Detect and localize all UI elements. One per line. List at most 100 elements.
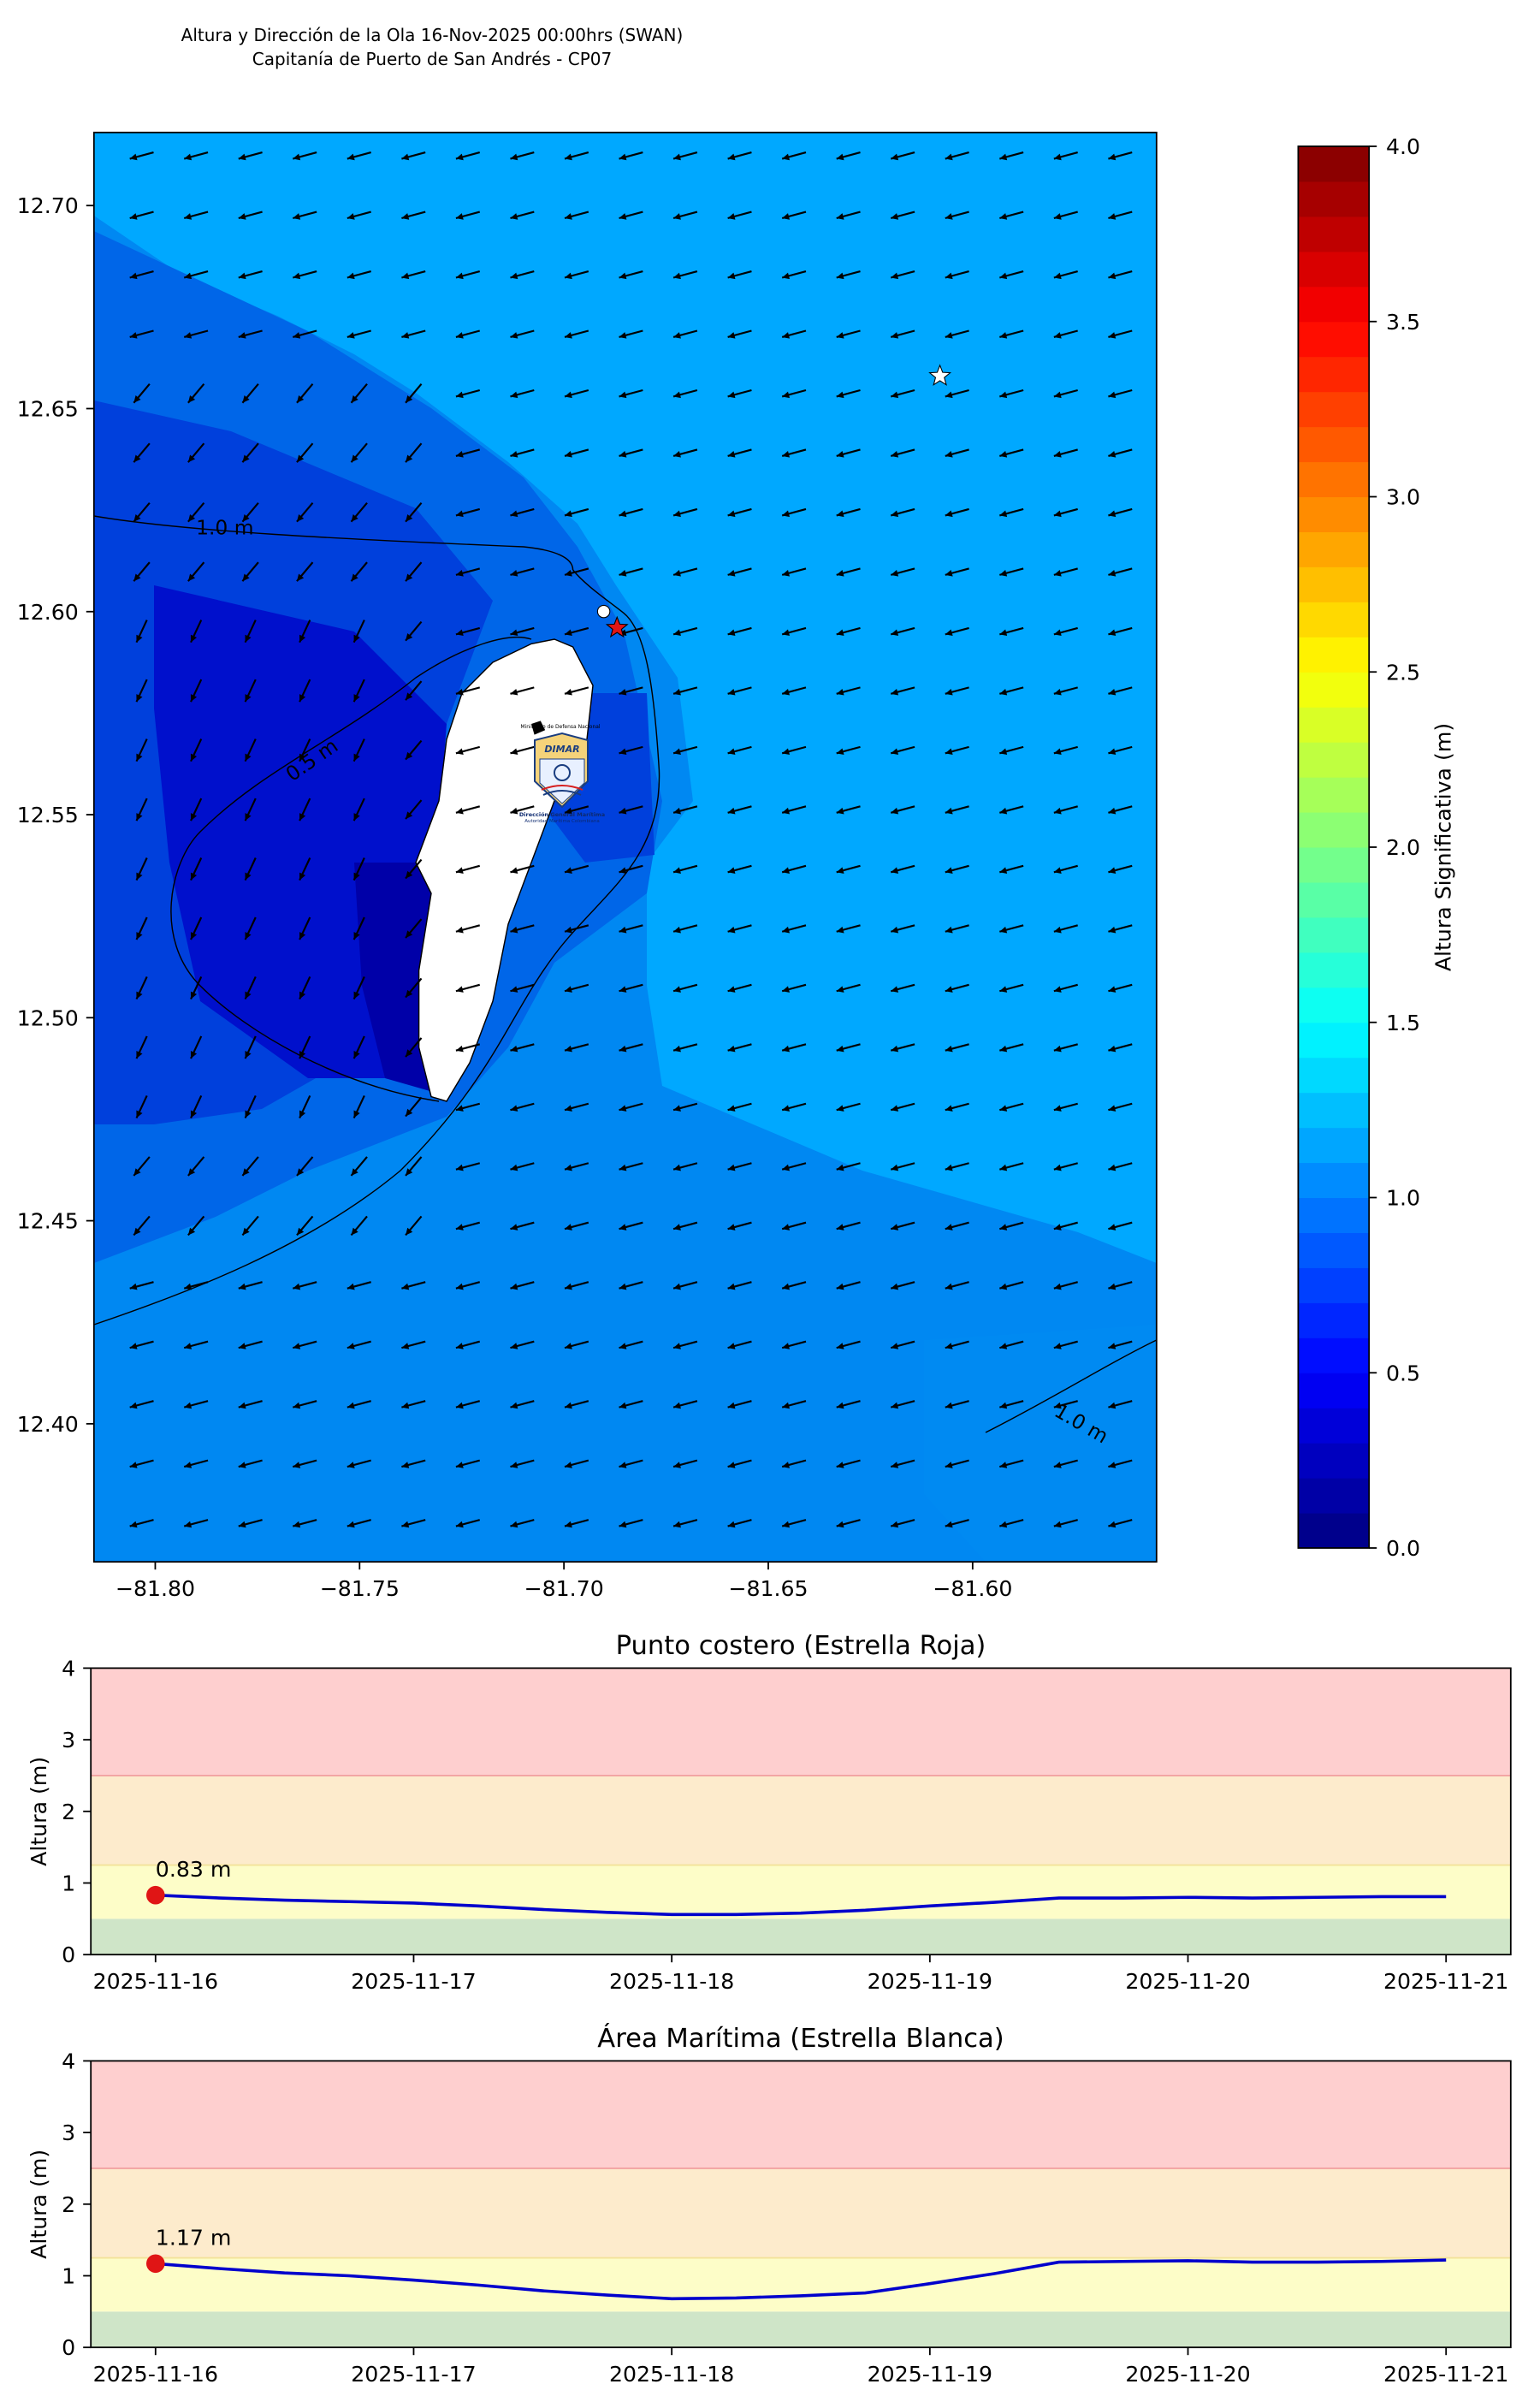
wave-arrow-head bbox=[1108, 629, 1116, 637]
wave-arrow-head bbox=[619, 748, 627, 756]
wave-arrow-head bbox=[836, 1521, 844, 1528]
wave-arrow-head bbox=[891, 213, 899, 220]
wave-arrow-head bbox=[836, 570, 844, 577]
colorbar-tick-label: 3.5 bbox=[1386, 310, 1420, 335]
wave-arrow-head bbox=[401, 272, 410, 280]
wave-arrow-head bbox=[510, 688, 518, 696]
wave-arrow-head bbox=[296, 573, 305, 582]
wave-arrow-head bbox=[136, 753, 143, 762]
wave-arrow-head bbox=[1053, 1283, 1062, 1290]
wave-arrow-head bbox=[184, 213, 192, 220]
wave-arrow-head bbox=[1108, 391, 1116, 399]
wave-arrow-head bbox=[836, 1224, 844, 1231]
wave-arrow-head bbox=[245, 1051, 252, 1059]
wave-arrow-head bbox=[129, 1283, 138, 1290]
wave-arrow-head bbox=[455, 629, 464, 637]
colorbar-cell bbox=[1298, 637, 1370, 673]
map-y-tick-label: 12.60 bbox=[17, 600, 79, 625]
wave-arrow-head bbox=[891, 1045, 899, 1053]
wave-arrow-head bbox=[455, 807, 464, 815]
colorbar-tick-label: 1.0 bbox=[1386, 1186, 1420, 1211]
wave-arrow-head bbox=[891, 1343, 899, 1349]
wave-arrow-head bbox=[782, 1462, 791, 1468]
wave-arrow-head bbox=[782, 1164, 791, 1171]
wave-arrow-head bbox=[406, 692, 413, 701]
wave-arrow-head bbox=[1053, 451, 1062, 458]
wave-arrow-head bbox=[455, 1462, 464, 1468]
wave-arrow-head bbox=[619, 153, 627, 161]
wave-arrow-head bbox=[510, 629, 518, 637]
wave-arrow-head bbox=[190, 872, 198, 881]
wave-arrow-head bbox=[187, 1227, 196, 1236]
wave-arrow-head bbox=[351, 513, 358, 522]
wave-arrow-head bbox=[619, 1105, 627, 1112]
wave-arrow-head bbox=[945, 1105, 953, 1112]
wave-arrow-head bbox=[238, 272, 246, 280]
wave-arrow-head bbox=[565, 688, 572, 696]
x-tick-label: 2025-11-18 bbox=[609, 2362, 734, 2387]
wave-arrow-head bbox=[619, 213, 627, 220]
wave-arrow-head bbox=[945, 1521, 953, 1528]
wave-arrow-head bbox=[727, 570, 736, 577]
wave-arrow-head bbox=[242, 573, 250, 582]
wave-arrow-head bbox=[891, 1283, 899, 1290]
wave-arrow-head bbox=[565, 213, 572, 220]
wave-arrow-head bbox=[1053, 1521, 1062, 1528]
wave-arrow-head bbox=[836, 1045, 844, 1053]
colorbar-cell bbox=[1298, 812, 1370, 848]
risk-band bbox=[91, 2061, 1511, 2168]
wave-arrow-head bbox=[891, 986, 899, 993]
wave-arrow-head bbox=[945, 451, 953, 458]
wave-arrow-head bbox=[673, 570, 681, 577]
risk-band bbox=[91, 2168, 1511, 2258]
wave-arrow-head bbox=[1053, 570, 1062, 577]
wave-arrow-head bbox=[673, 1521, 681, 1528]
colorbar-cell bbox=[1298, 602, 1370, 638]
colorbar-tick-label: 2.0 bbox=[1386, 835, 1420, 860]
wave-arrow-head bbox=[565, 1521, 572, 1528]
colorbar-tick-label: 2.5 bbox=[1386, 660, 1420, 685]
wave-arrow-head bbox=[999, 570, 1008, 577]
wave-arrow-head bbox=[782, 570, 791, 577]
wave-arrow-head bbox=[727, 213, 736, 220]
wave-arrow-head bbox=[293, 272, 301, 280]
wave-arrow-head bbox=[136, 694, 143, 703]
current-value-label: 0.83 m bbox=[156, 1857, 232, 1882]
wave-arrow-head bbox=[293, 1343, 301, 1349]
wave-arrow-head bbox=[836, 926, 844, 934]
wave-arrow-head bbox=[565, 332, 572, 339]
wave-arrow-head bbox=[565, 1105, 572, 1112]
wave-arrow-head bbox=[242, 1227, 250, 1236]
wave-arrow-head bbox=[245, 753, 252, 762]
wave-arrow-head bbox=[727, 688, 736, 696]
wave-arrow-head bbox=[673, 272, 681, 280]
wave-arrow-head bbox=[565, 1402, 572, 1409]
wave-arrow-head bbox=[455, 1343, 464, 1349]
wave-arrow-head bbox=[1108, 1045, 1116, 1053]
wave-arrow-head bbox=[455, 688, 464, 696]
colorbar-cell bbox=[1298, 952, 1370, 988]
wave-arrow-head bbox=[891, 1521, 899, 1528]
wave-arrow-head bbox=[619, 926, 627, 934]
wave-arrow-head bbox=[999, 1402, 1008, 1409]
wave-arrow-head bbox=[565, 272, 572, 280]
wave-arrow-head bbox=[945, 1164, 953, 1171]
wave-arrow-head bbox=[673, 629, 681, 637]
wave-arrow-head bbox=[782, 986, 791, 993]
wave-arrow-head bbox=[945, 1283, 953, 1290]
wave-arrow-head bbox=[619, 1224, 627, 1231]
wave-arrow-head bbox=[619, 1045, 627, 1053]
wave-arrow-head bbox=[836, 213, 844, 220]
wave-arrow-head bbox=[136, 872, 143, 881]
x-tick-label: 2025-11-20 bbox=[1125, 1969, 1250, 1994]
wave-arrow-head bbox=[1108, 1521, 1116, 1528]
wave-arrow-head bbox=[136, 932, 143, 940]
wave-arrow-head bbox=[184, 1283, 192, 1290]
wave-arrow-head bbox=[406, 1168, 413, 1176]
wave-arrow-head bbox=[999, 1521, 1008, 1528]
risk-band bbox=[91, 1668, 1511, 1776]
wave-arrow-head bbox=[565, 986, 572, 993]
wave-arrow-head bbox=[727, 926, 736, 934]
wave-arrow-head bbox=[891, 510, 899, 518]
